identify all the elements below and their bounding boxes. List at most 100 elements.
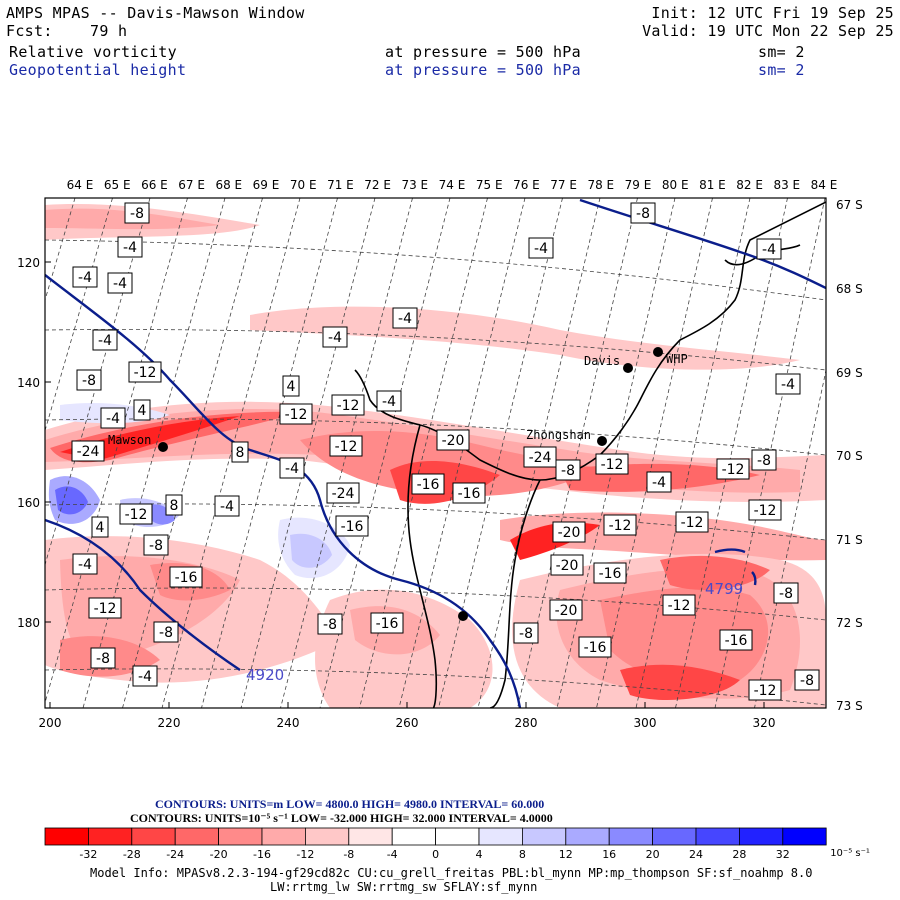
svg-text:-8: -8 (82, 373, 96, 389)
field1-level: at pressure = 500 hPa (385, 43, 581, 61)
vorticity-value-label: 4 (133, 399, 151, 421)
vorticity-value-label: -20 (550, 554, 584, 576)
lon-label: 68 E (215, 178, 242, 192)
colorbar-tick: 32 (776, 848, 790, 861)
vorticity-value-label: -12 (279, 403, 313, 425)
svg-text:-12: -12 (125, 507, 148, 523)
colorbar-tick: -24 (166, 848, 184, 861)
colorbar-swatch (131, 827, 176, 846)
colorbar-tick: -16 (253, 848, 271, 861)
station-whp-label: WHP (666, 352, 688, 366)
model-title: AMPS MPAS -- Davis-Mawson Window (6, 4, 305, 22)
svg-text:-12: -12 (754, 503, 777, 519)
svg-text:-8: -8 (130, 206, 144, 222)
station-mawson-label: Mawson (108, 433, 151, 447)
vorticity-value-label: -12 (595, 453, 629, 475)
vorticity-value-label: -12 (128, 361, 162, 383)
svg-text:-4: -4 (382, 394, 396, 410)
svg-text:-20: -20 (558, 525, 581, 541)
svg-text:4: 4 (96, 520, 105, 536)
colorbar-tick: 16 (602, 848, 616, 861)
colorbar-tick: -32 (79, 848, 97, 861)
vorticity-labels: -8-4-4-4-4-8-4-4-4-4-8 -124-4-12-4 48-24-1… (71, 202, 820, 701)
svg-text:-8: -8 (757, 453, 771, 469)
vorticity-value-label: -8 (751, 449, 777, 471)
svg-text:-12: -12 (668, 598, 691, 614)
colorbar-swatch (44, 827, 89, 846)
colorbar-swatch (478, 827, 523, 846)
svg-text:-4: -4 (138, 669, 152, 685)
lon-label: 66 E (141, 178, 168, 192)
svg-text:-16: -16 (417, 477, 440, 493)
vorticity-value-label: -4 (646, 471, 672, 493)
lon-label: 80 E (662, 178, 689, 192)
svg-text:-12: -12 (285, 407, 308, 423)
svg-text:-4: -4 (123, 240, 137, 256)
colorbar-swatch (218, 827, 263, 846)
vorticity-value-label: -12 (716, 458, 750, 480)
svg-text:-16: -16 (599, 566, 622, 582)
vorticity-value-label: -20 (549, 599, 583, 621)
svg-text:-12: -12 (335, 439, 358, 455)
svg-text:-12: -12 (337, 398, 360, 414)
svg-text:-12: -12 (609, 518, 632, 534)
svg-text:-16: -16 (376, 616, 399, 632)
colorbar-tick: -8 (343, 848, 354, 861)
colorbar-unit: 10⁻⁵ s⁻¹ (830, 848, 870, 859)
vorticity-value-label: -12 (603, 514, 637, 536)
colorbar: -32 -28 -24 -20 -16 -12 -8 -4 0 4 8 12 16 20 24 28 32 10⁻… (44, 827, 870, 861)
lat-label: 70 S (836, 449, 863, 463)
x-label: 200 (39, 716, 62, 730)
vorticity-value-label: -4 (279, 457, 305, 479)
vorticity-value-label: -16 (719, 629, 753, 651)
colorbar-tick: 4 (476, 848, 483, 861)
colorbar-tick: 8 (519, 848, 526, 861)
forecast-label: Fcst: 79 h (6, 22, 127, 40)
colorbar-swatch (88, 827, 133, 846)
field2-level: at pressure = 500 hPa (385, 61, 581, 79)
vorticity-value-label: -16 (411, 473, 445, 495)
vorticity-value-label: -4 (775, 373, 801, 395)
vorticity-value-label: -8 (153, 621, 179, 643)
svg-text:-24: -24 (77, 444, 100, 460)
svg-text:-16: -16 (175, 570, 198, 586)
svg-text:-16: -16 (725, 633, 748, 649)
vorticity-value-label: -24 (326, 482, 360, 504)
vorticity-value-label: -24 (71, 440, 105, 462)
vorticity-value-label: -24 (523, 446, 557, 468)
x-label: 320 (753, 716, 776, 730)
vorticity-value-label: -4 (214, 495, 240, 517)
lon-label: 70 E (290, 178, 317, 192)
vorticity-value-label: -4 (100, 407, 126, 429)
lon-label: 73 E (401, 178, 428, 192)
svg-text:-8: -8 (561, 463, 575, 479)
colorbar-tick: 12 (559, 848, 573, 861)
colorbar-swatch (782, 827, 827, 846)
vorticity-value-label: -4 (376, 390, 402, 412)
svg-text:-4: -4 (762, 242, 776, 258)
svg-text:-4: -4 (98, 333, 112, 349)
lat-label: 71 S (836, 533, 863, 547)
vorticity-value-label: -20 (552, 521, 586, 543)
vorticity-value-label: -4 (756, 238, 782, 260)
x-label: 220 (158, 716, 181, 730)
vorticity-value-label: -12 (329, 435, 363, 457)
vorticity-value-label: -8 (143, 534, 169, 556)
stations: Davis WHP Zhongshan Mawson (108, 347, 688, 621)
y-label: 160 (17, 496, 40, 510)
vorticity-value-label: -8 (124, 202, 150, 224)
colorbar-swatch (522, 827, 567, 846)
model-info-2: LW:rrtmg_lw SW:rrtmg_sw SFLAY:sf_mynn (270, 880, 538, 894)
lat-label: 69 S (836, 366, 863, 380)
vorticity-value-label: -16 (335, 515, 369, 537)
vorticity-value-label: -12 (331, 394, 365, 416)
colorbar-swatch (565, 827, 610, 846)
colorbar-swatch (304, 827, 350, 846)
field1-name: Relative vorticity (9, 43, 177, 61)
lon-label: 72 E (364, 178, 391, 192)
vorticity-value-label: -8 (90, 647, 116, 669)
svg-text:-4: -4 (781, 377, 795, 393)
colorbar-tick: 20 (646, 848, 660, 861)
svg-text:-8: -8 (159, 625, 173, 641)
colorbar-swatch (652, 827, 697, 846)
